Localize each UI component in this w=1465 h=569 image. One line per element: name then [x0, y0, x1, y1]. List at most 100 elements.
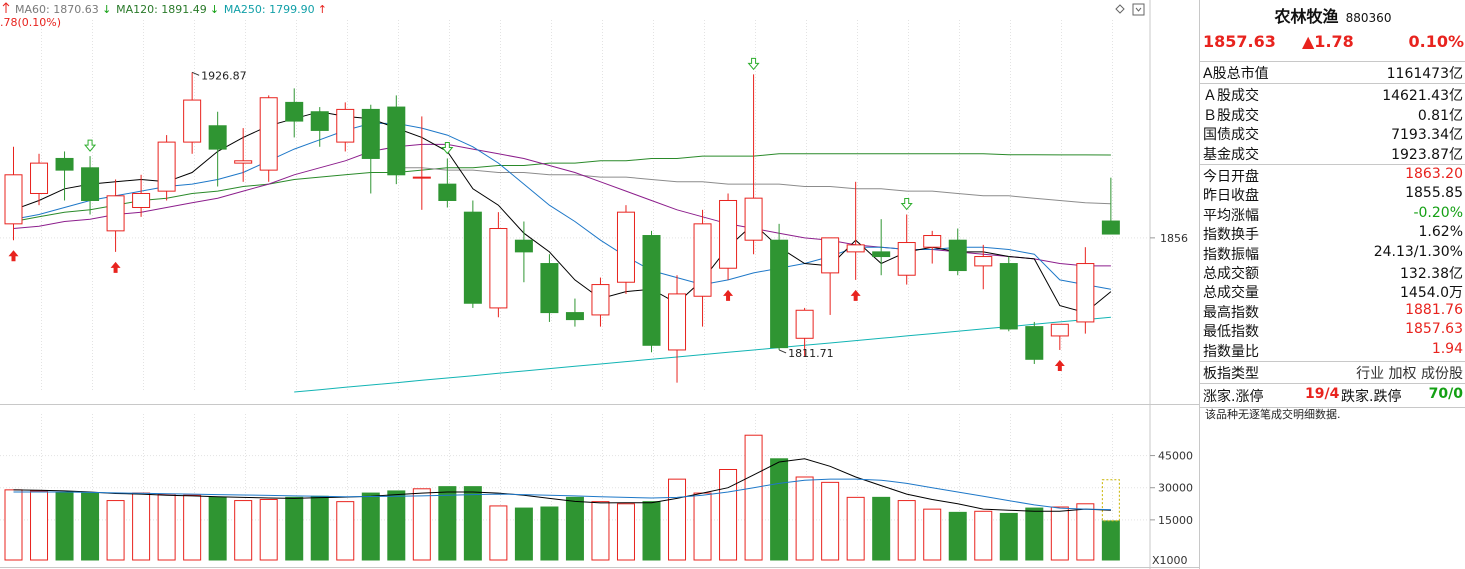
panel-separator — [1200, 383, 1465, 385]
tick-note: 该品种无逐笔成交明细数据. — [1205, 408, 1341, 421]
volume-bar — [1076, 503, 1095, 561]
stat-label: 最低指数 — [1203, 324, 1259, 341]
buy-arrow-icon — [723, 289, 734, 301]
price-tick-label: 1856 — [1160, 232, 1188, 245]
stat-label: 板指类型 — [1203, 366, 1259, 382]
candle-body — [1076, 263, 1095, 323]
volume-bar — [1101, 520, 1120, 561]
panel-separator — [1200, 83, 1465, 85]
stat-value[interactable]: 行业 加权 成份股 — [1356, 366, 1463, 382]
change-text: .78(0.10%) — [0, 16, 61, 29]
ma250-line — [294, 316, 1111, 393]
volume-bar — [463, 486, 482, 561]
candle-body — [157, 141, 176, 192]
candle-body — [693, 223, 712, 297]
stat-row: Ｂ股成交 0.81亿 — [1203, 105, 1463, 124]
stat-value: 1881.76 — [1405, 301, 1463, 318]
volume-bar — [1025, 507, 1044, 561]
volume-bar — [310, 495, 329, 561]
extreme-label: 1926.87 — [201, 69, 247, 82]
volume-bar — [55, 491, 74, 561]
candle-body — [897, 242, 916, 276]
stat-label: 指数量比 — [1203, 343, 1259, 360]
volume-bar — [540, 506, 559, 561]
stat-row: A股总市值 1161473亿 — [1203, 63, 1463, 82]
buy-arrow-icon — [850, 289, 861, 301]
volume-bar — [872, 496, 891, 561]
candle-body — [310, 111, 329, 131]
stat-value: -0.20% — [1413, 204, 1463, 221]
volume-bar — [30, 490, 49, 561]
stat-label: 昨日收盘 — [1203, 188, 1259, 205]
candle-body — [259, 97, 278, 171]
volume-bar — [285, 496, 304, 561]
fall-value: 70/0 — [1428, 386, 1463, 403]
candle-body — [591, 284, 610, 316]
stat-label: 基金成交 — [1203, 146, 1259, 163]
candle-body — [770, 239, 789, 349]
volume-bar — [361, 492, 380, 561]
stat-label: 最高指数 — [1203, 304, 1259, 321]
sell-arrow-icon — [747, 57, 760, 71]
candle-body — [463, 211, 482, 304]
volume-bar — [4, 489, 23, 561]
annotation-pointer — [778, 349, 787, 354]
buy-arrow-icon — [8, 250, 19, 262]
candle-body — [412, 176, 431, 179]
candle-body — [234, 160, 253, 164]
stat-label: 指数振幅 — [1203, 246, 1259, 263]
stat-row: 最高指数 1881.76 — [1203, 302, 1463, 321]
candle-body — [514, 239, 533, 253]
sell-arrow-icon — [83, 139, 97, 152]
last-price: 1857.63 — [1203, 32, 1276, 51]
stat-row: 平均涨幅 -0.20% — [1203, 205, 1463, 224]
candlestick-chart[interactable]: 1856 45000 30000 15000 X1000 1926.87 1811.71 MA… — [0, 0, 1199, 569]
rise-value: 19/4 — [1305, 386, 1340, 403]
candle-body — [540, 263, 559, 314]
volume-bar — [923, 508, 942, 561]
stat-value: 1.94 — [1431, 340, 1463, 357]
volume-bar — [616, 503, 635, 561]
volume-bar — [438, 486, 457, 561]
stat-row: 板指类型 行业 加权 成份股 — [1203, 363, 1463, 382]
chevron-down-icon — [1135, 7, 1142, 12]
stat-row: 指数振幅 24.13/1.30% — [1203, 244, 1463, 263]
index-title: 农林牧渔 880360 — [1200, 3, 1465, 27]
volume-bar — [719, 469, 738, 561]
stat-row: 指数量比 1.94 — [1203, 341, 1463, 360]
candle-body — [668, 293, 687, 351]
volume-bar — [821, 481, 840, 561]
volume-bar — [514, 507, 533, 561]
volume-tick-label: 15000 — [1158, 514, 1193, 527]
candle-body — [846, 244, 865, 253]
candle-body — [387, 106, 406, 176]
panel-separator — [1200, 61, 1465, 62]
ma-legend-item: MA60: 1870.63 — [15, 3, 99, 16]
price-change-pct: 0.10% — [1408, 32, 1464, 51]
updown-row: 涨家.涨停 19/4 跌家.跌停 70/0 — [1203, 386, 1463, 405]
candle-body — [923, 235, 942, 248]
window-icon — [1132, 3, 1145, 16]
quote-panel: 农林牧渔 880360 1857.63 ▲1.78 0.10% A股总市值 116… — [1199, 0, 1465, 569]
candle-body — [948, 239, 967, 272]
volume-bar — [565, 496, 584, 561]
volume-bar — [259, 499, 278, 561]
stat-row: 指数换手 1.62% — [1203, 224, 1463, 243]
volume-ma10-line — [13, 478, 1111, 511]
stat-value: 1923.87亿 — [1391, 146, 1463, 163]
candle-body — [208, 125, 227, 150]
volume-forecast-outline — [1101, 479, 1120, 522]
volume-bar — [999, 512, 1018, 561]
ma-legend: MA60: 1870.63 ↓ MA120: 1891.49 ↓ MA250: 1799… — [2, 2, 327, 16]
stat-row: 昨日收盘 1855.85 — [1203, 185, 1463, 204]
volume-bar — [642, 501, 661, 561]
candle-body — [642, 235, 661, 346]
volume-bar — [234, 500, 253, 561]
stat-value: 1857.63 — [1405, 321, 1463, 338]
stat-label: 平均涨幅 — [1203, 207, 1259, 224]
volume-bar — [974, 510, 993, 561]
volume-bar — [591, 501, 610, 561]
stat-row: 今日开盘 1863.20 — [1203, 166, 1463, 185]
volume-bar — [668, 478, 687, 561]
stat-value: 14621.43亿 — [1382, 88, 1463, 105]
